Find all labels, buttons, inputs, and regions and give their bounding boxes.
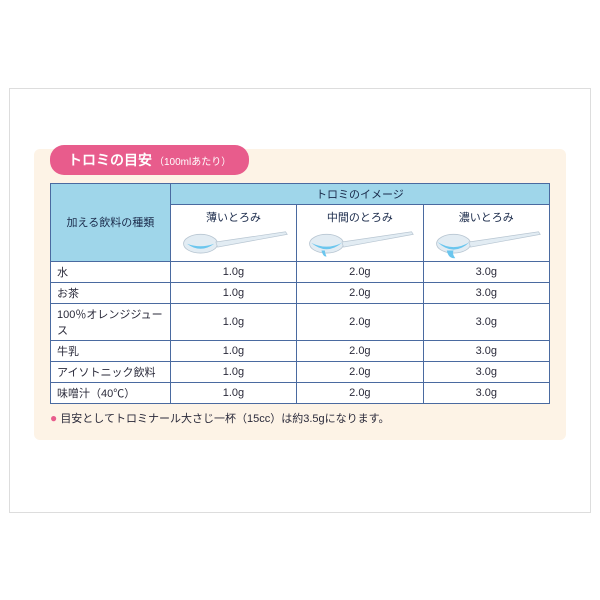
panel-title-pill: トロミの目安（100mlあたり）	[50, 145, 249, 175]
cell-value: 2.0g	[297, 303, 423, 340]
row-label: お茶	[51, 282, 171, 303]
cell-value: 3.0g	[423, 361, 549, 382]
table-row: 牛乳1.0g2.0g3.0g	[51, 340, 550, 361]
footnote: ● 目安としてトロミナール大さじ一杯（15cc）は約3.5gになります。	[50, 410, 550, 426]
spoon-icon-thin	[171, 225, 296, 259]
cell-value: 1.0g	[170, 382, 296, 403]
header-image-group: トロミのイメージ	[170, 183, 549, 204]
row-label: 水	[51, 261, 171, 282]
cell-value: 2.0g	[297, 382, 423, 403]
table-row: アイソトニック飲料1.0g2.0g3.0g	[51, 361, 550, 382]
row-label: 味噌汁（40℃）	[51, 382, 171, 403]
table-row: 100％オレンジジュース1.0g2.0g3.0g	[51, 303, 550, 340]
table-row: お茶1.0g2.0g3.0g	[51, 282, 550, 303]
product-card: トロミの目安（100mlあたり） 加える飲料の種類 トロミのイメージ 薄いとろみ	[9, 88, 591, 513]
spoon-icon-thick	[424, 225, 549, 259]
thickness-table: 加える飲料の種類 トロミのイメージ 薄いとろみ 中間のとろみ	[50, 183, 550, 404]
level-header-medium: 中間のとろみ	[297, 204, 423, 261]
header-beverage-type: 加える飲料の種類	[51, 183, 171, 261]
thickness-panel: トロミの目安（100mlあたり） 加える飲料の種類 トロミのイメージ 薄いとろみ	[34, 149, 566, 440]
cell-value: 3.0g	[423, 261, 549, 282]
level-label: 薄いとろみ	[171, 209, 296, 225]
cell-value: 3.0g	[423, 382, 549, 403]
table-row: 味噌汁（40℃）1.0g2.0g3.0g	[51, 382, 550, 403]
cell-value: 3.0g	[423, 282, 549, 303]
table-row: 水1.0g2.0g3.0g	[51, 261, 550, 282]
cell-value: 1.0g	[170, 303, 296, 340]
cell-value: 1.0g	[170, 261, 296, 282]
cell-value: 3.0g	[423, 340, 549, 361]
cell-value: 2.0g	[297, 282, 423, 303]
level-header-thin: 薄いとろみ	[170, 204, 296, 261]
level-label: 中間のとろみ	[297, 209, 422, 225]
footnote-text: 目安としてトロミナール大さじ一杯（15cc）は約3.5gになります。	[60, 413, 389, 425]
table-body: 水1.0g2.0g3.0gお茶1.0g2.0g3.0g100％オレンジジュース1…	[51, 261, 550, 403]
cell-value: 1.0g	[170, 361, 296, 382]
spoon-icon-medium	[297, 225, 422, 259]
panel-title-sub: （100mlあたり）	[154, 157, 231, 168]
row-label: アイソトニック飲料	[51, 361, 171, 382]
level-label: 濃いとろみ	[424, 209, 549, 225]
cell-value: 1.0g	[170, 340, 296, 361]
row-label: 100％オレンジジュース	[51, 303, 171, 340]
cell-value: 1.0g	[170, 282, 296, 303]
cell-value: 2.0g	[297, 340, 423, 361]
cell-value: 2.0g	[297, 361, 423, 382]
cell-value: 3.0g	[423, 303, 549, 340]
bullet-icon: ●	[50, 411, 57, 425]
row-label: 牛乳	[51, 340, 171, 361]
level-header-thick: 濃いとろみ	[423, 204, 549, 261]
panel-title-main: トロミの目安	[68, 152, 152, 168]
cell-value: 2.0g	[297, 261, 423, 282]
